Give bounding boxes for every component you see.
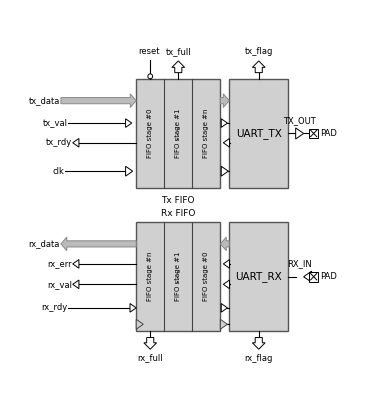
Polygon shape: [126, 166, 133, 176]
Text: tx_data: tx_data: [29, 96, 60, 105]
Polygon shape: [296, 128, 304, 139]
Polygon shape: [172, 61, 185, 73]
Text: UART_RX: UART_RX: [235, 271, 282, 282]
Text: FIFO stage #0: FIFO stage #0: [203, 252, 209, 302]
Text: FIFO stage #n: FIFO stage #n: [203, 109, 209, 158]
Text: FIFO stage #n: FIFO stage #n: [147, 252, 153, 302]
Polygon shape: [73, 280, 79, 289]
Text: - - -: - - -: [174, 127, 183, 140]
Text: FIFO stage #0: FIFO stage #0: [147, 109, 153, 158]
Circle shape: [148, 74, 153, 79]
Polygon shape: [73, 260, 79, 268]
Polygon shape: [223, 138, 229, 147]
Polygon shape: [220, 94, 229, 108]
Text: tx_full: tx_full: [165, 47, 191, 56]
Text: tx_val: tx_val: [42, 118, 67, 128]
Text: rx_flag: rx_flag: [245, 354, 273, 362]
Bar: [309, 128, 319, 138]
Polygon shape: [221, 304, 227, 312]
Polygon shape: [73, 138, 79, 147]
Polygon shape: [220, 319, 227, 329]
Text: rx_full: rx_full: [138, 354, 163, 362]
Text: TX_OUT: TX_OUT: [283, 116, 316, 125]
Polygon shape: [304, 271, 312, 282]
Text: RX_IN: RX_IN: [287, 259, 312, 268]
Bar: [229, 222, 288, 331]
Polygon shape: [221, 119, 227, 127]
Text: rx_data: rx_data: [29, 239, 60, 248]
Text: rx_err: rx_err: [47, 259, 72, 268]
Text: FIFO stage #1: FIFO stage #1: [175, 252, 181, 302]
Text: tx_flag: tx_flag: [245, 47, 273, 56]
Text: Tx FIFO: Tx FIFO: [162, 196, 195, 205]
Polygon shape: [61, 237, 136, 251]
Bar: [136, 79, 220, 188]
Text: - - -: - - -: [174, 270, 183, 283]
Bar: [229, 79, 288, 188]
Polygon shape: [220, 237, 229, 251]
Bar: [309, 272, 319, 282]
Text: clk: clk: [53, 167, 64, 176]
Polygon shape: [130, 304, 136, 312]
Polygon shape: [221, 166, 228, 176]
Bar: [136, 222, 220, 331]
Polygon shape: [223, 260, 229, 268]
Text: rx_val: rx_val: [47, 280, 72, 289]
Text: reset: reset: [138, 47, 160, 56]
Polygon shape: [252, 338, 265, 349]
Text: FIFO stage #1: FIFO stage #1: [175, 109, 181, 158]
Text: PAD: PAD: [320, 272, 337, 281]
Polygon shape: [136, 319, 143, 329]
Text: UART_TX: UART_TX: [236, 128, 282, 139]
Polygon shape: [126, 119, 132, 127]
Text: Rx FIFO: Rx FIFO: [161, 209, 195, 218]
Polygon shape: [144, 338, 157, 349]
Text: tx_rdy: tx_rdy: [46, 138, 72, 147]
Polygon shape: [61, 94, 136, 108]
Text: PAD: PAD: [320, 129, 337, 138]
Polygon shape: [223, 280, 229, 289]
Polygon shape: [252, 61, 265, 73]
Text: rx_rdy: rx_rdy: [41, 303, 67, 312]
